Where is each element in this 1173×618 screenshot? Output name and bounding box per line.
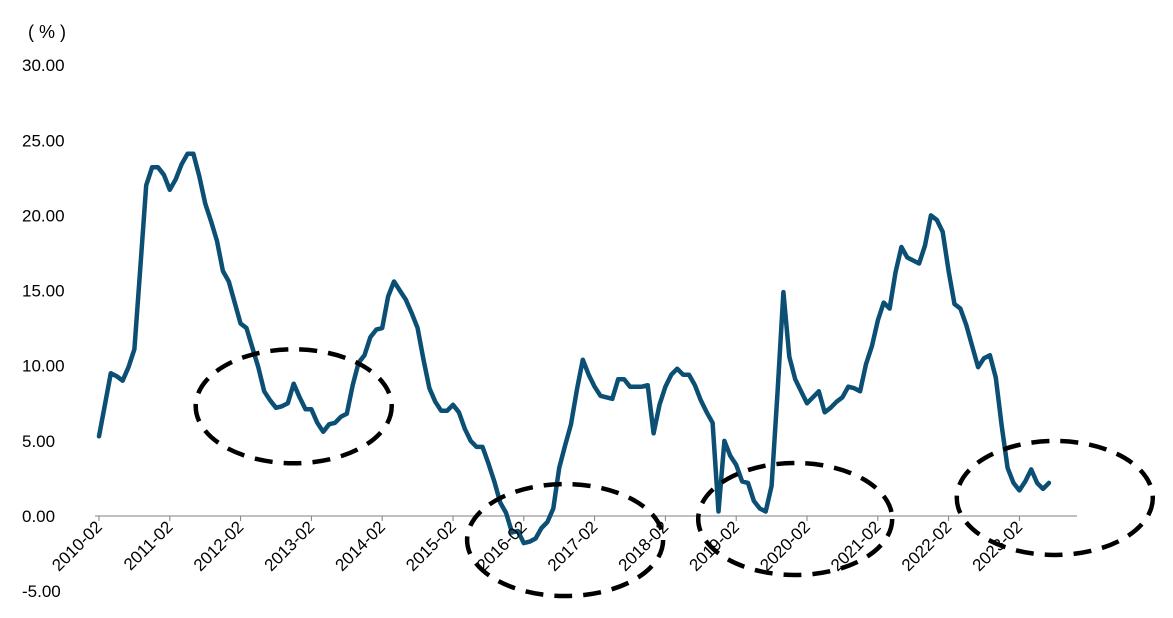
y-tick-label: 25.00 [22,131,65,150]
x-tick-label: 2010-02 [48,517,106,575]
x-tick-label: 2017-02 [544,517,602,575]
x-tick-label: 2019-02 [685,517,743,575]
y-tick-label: 5.00 [22,432,55,451]
x-tick-label: 2011-02 [120,517,177,574]
y-tick-label: 0.00 [22,507,55,526]
annotation-ellipse [695,460,895,578]
x-tick-label: 2014-02 [331,517,389,575]
annotation-ellipse [193,347,394,466]
y-tick-label: -5.00 [22,582,61,601]
y-axis-ticks: 30.00 25.00 20.00 15.00 10.00 5.00 0.00 -5.00 [22,56,65,601]
x-tick-label: 2015-02 [402,517,460,575]
annotation-ellipse [954,438,1156,558]
x-axis-tick-marks [98,516,1020,521]
x-tick-label: 2020-02 [756,517,814,575]
x-tick-label: 2013-02 [261,517,319,575]
y-axis-unit-label: ( % ) [28,22,66,42]
y-tick-label: 15.00 [22,282,65,301]
y-tick-label: 20.00 [22,206,65,225]
x-tick-label: 2022-02 [898,517,956,575]
annotation-ellipses [193,347,1156,599]
x-tick-label: 2012-02 [190,517,248,575]
y-tick-label: 30.00 [22,56,65,75]
series-line [96,151,1052,546]
annotation-ellipse [464,481,666,599]
x-tick-label: 2021-02 [827,517,885,575]
x-tick-label: 2016-02 [473,517,531,575]
y-tick-label: 10.00 [22,357,65,376]
x-tick-label: 2023-02 [969,517,1027,575]
